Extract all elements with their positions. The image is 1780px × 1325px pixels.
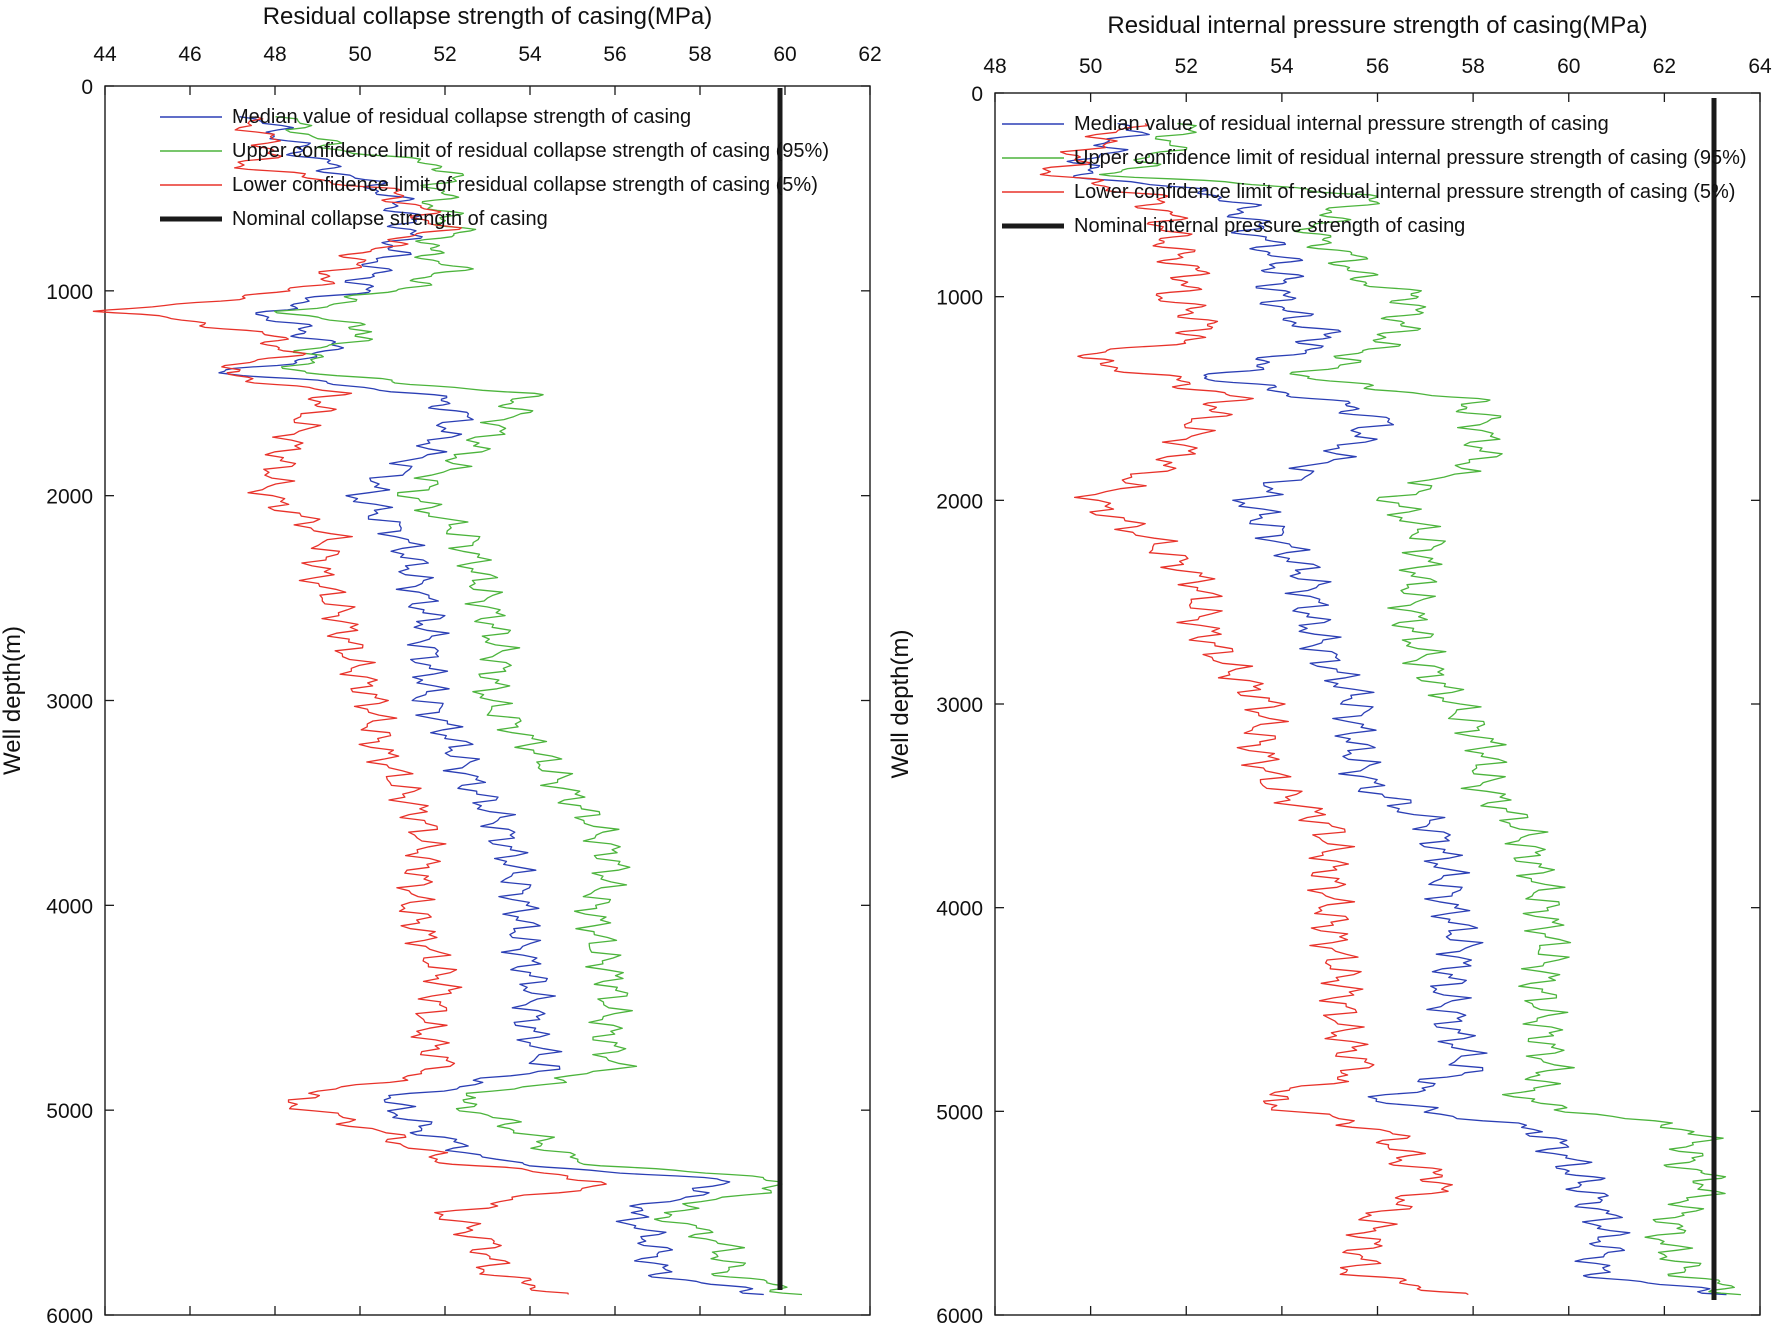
left-y-tick-label: 3000 (46, 691, 93, 714)
right-x-axis-title: Residual internal pressure strength of c… (1107, 12, 1647, 39)
right-y-tick-label: 2000 (936, 490, 983, 513)
right-legend-label-2: Lower confidence limit of residual inter… (1074, 181, 1735, 203)
left-y-tick-label: 6000 (46, 1305, 93, 1325)
left-x-axis-title: Residual collapse strength of casing(MPa… (263, 3, 713, 30)
left-legend-label-3: Nominal collapse strength of casing (232, 208, 548, 230)
left-series-line-2 (92, 116, 607, 1295)
right-x-tick-label: 62 (1653, 55, 1676, 78)
right-y-tick-label: 3000 (936, 694, 983, 717)
left-y-tick-label: 2000 (46, 486, 93, 509)
left-x-tick-label: 56 (603, 43, 626, 66)
right-x-tick-label: 64 (1748, 55, 1772, 78)
right-legend-label-3: Nominal internal pressure strength of ca… (1074, 215, 1465, 237)
right-x-tick-label: 58 (1461, 55, 1484, 78)
right-x-tick-label: 48 (983, 55, 1006, 78)
left-series-line-1 (273, 116, 803, 1296)
left-x-tick-label: 60 (773, 43, 796, 66)
left-x-tick-label: 62 (858, 43, 881, 66)
left-x-tick-label: 58 (688, 43, 711, 66)
left-x-tick-label: 48 (263, 43, 286, 66)
right-y-tick-label: 0 (971, 83, 983, 106)
right-x-tick-label: 52 (1175, 55, 1198, 78)
left-y-tick-label: 4000 (46, 895, 93, 918)
right-x-tick-label: 56 (1366, 55, 1389, 78)
right-legend-label-0: Median value of residual internal pressu… (1074, 113, 1609, 135)
left-legend-label-1: Upper confidence limit of residual colla… (232, 140, 829, 162)
right-series-line-2 (1039, 123, 1469, 1296)
left-chart-panel: 44 46 48 50 52 54 56 58 60 62 0 1000 2000 3000 4000 500… (0, 3, 882, 1325)
right-y-tick-label: 4000 (936, 898, 983, 921)
right-x-tick-label: 54 (1270, 55, 1294, 78)
left-series-line-0 (218, 116, 764, 1296)
right-x-tick-label: 60 (1557, 55, 1580, 78)
right-legend-label-1: Upper confidence limit of residual inter… (1074, 147, 1747, 169)
right-y-tick-label: 1000 (936, 287, 983, 310)
right-series-line-1 (1098, 122, 1741, 1296)
right-chart-panel: 48 50 52 54 56 58 60 62 64 0 1000 2000 3000 4000 5000 6… (887, 12, 1772, 1325)
left-plot-frame (104, 85, 871, 1316)
left-x-tick-label: 46 (178, 43, 201, 66)
left-y-tick-label: 5000 (46, 1100, 93, 1123)
right-y-axis-title: Well depth(m) (887, 630, 914, 779)
left-x-tick-label: 54 (518, 43, 542, 66)
right-y-tick-label: 6000 (936, 1305, 983, 1325)
right-x-tick-label: 50 (1079, 55, 1102, 78)
left-x-tick-label: 50 (348, 43, 371, 66)
right-plot-frame (994, 92, 1761, 1316)
left-legend-label-0: Median value of residual collapse streng… (232, 106, 691, 128)
left-y-axis-title: Well depth(m) (0, 626, 26, 775)
right-y-tick-label: 5000 (936, 1101, 983, 1124)
left-y-tick-label: 0 (81, 76, 93, 99)
left-x-tick-label: 52 (433, 43, 456, 66)
right-series-line-0 (1066, 122, 1727, 1296)
left-y-tick-label: 1000 (46, 281, 93, 304)
left-legend-label-2: Lower confidence limit of residual colla… (232, 174, 818, 196)
left-x-tick-label: 44 (93, 43, 117, 66)
